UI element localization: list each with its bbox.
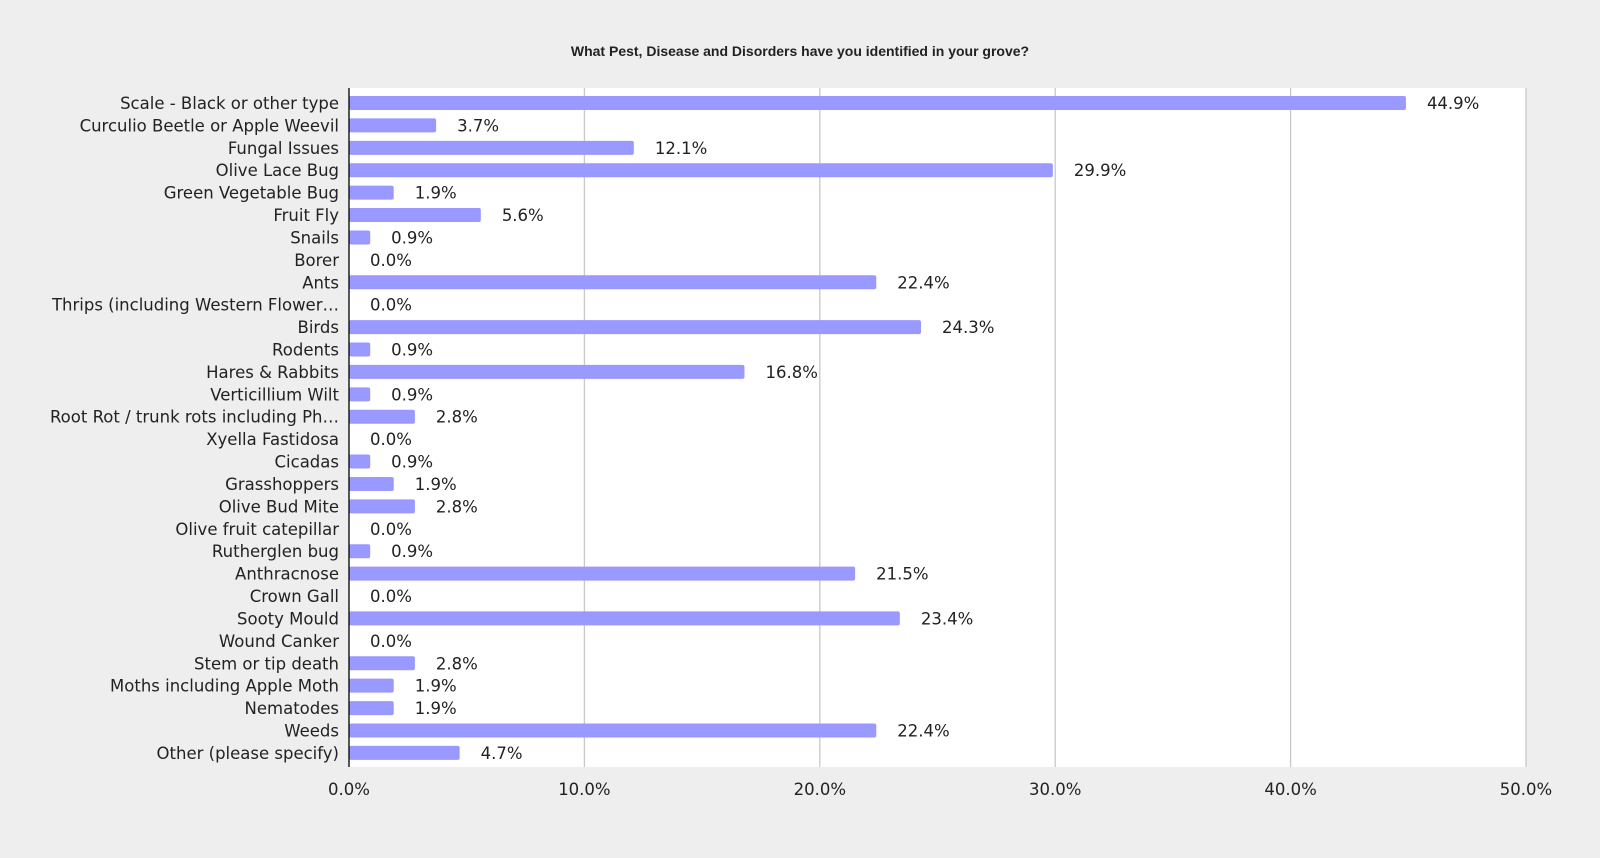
category-label: Hares & Rabbits: [206, 363, 339, 382]
category-label: Borer: [294, 251, 339, 270]
value-label: 1.9%: [415, 475, 457, 494]
value-label: 24.3%: [942, 318, 994, 337]
bar: [349, 364, 745, 379]
value-label: 0.0%: [370, 520, 412, 539]
category-labels: Scale - Black or other type Curculio Beet…: [50, 94, 340, 763]
bar: [349, 275, 877, 290]
category-label: Xyella Fastidosa: [206, 430, 339, 449]
category-label: Fungal Issues: [228, 139, 339, 158]
value-label: 0.0%: [370, 430, 412, 449]
value-label: 0.9%: [391, 542, 433, 561]
value-label: 22.4%: [897, 721, 949, 740]
category-label: Ants: [302, 273, 339, 292]
value-label: 2.8%: [436, 408, 478, 427]
x-tick-label: 40.0%: [1264, 780, 1316, 799]
category-label: Rutherglen bug: [212, 542, 339, 561]
value-label: 0.0%: [370, 587, 412, 606]
bar: [349, 140, 634, 155]
bar: [349, 118, 437, 133]
bar: [349, 678, 394, 693]
bar: [349, 96, 1406, 110]
value-label: 44.9%: [1427, 94, 1479, 113]
category-label: Stem or tip death: [194, 654, 339, 673]
category-label: Anthracnose: [235, 565, 339, 584]
category-label: Olive fruit catepillar: [175, 520, 339, 539]
bar: [349, 544, 371, 559]
x-tick-label: 50.0%: [1500, 780, 1552, 799]
value-label: 0.0%: [370, 632, 412, 651]
x-axis-ticks: 0.0% 10.0% 20.0% 30.0% 40.0% 50.0%: [328, 780, 1552, 799]
bar: [349, 499, 415, 514]
bars: [349, 96, 1406, 760]
value-label: 5.6%: [502, 206, 544, 225]
bar: [349, 701, 394, 716]
value-label: 12.1%: [655, 139, 707, 158]
value-label: 29.9%: [1074, 161, 1126, 180]
value-label: 0.0%: [370, 296, 412, 315]
bar: [349, 230, 371, 245]
category-label: Nematodes: [245, 699, 339, 718]
category-label: Birds: [298, 318, 339, 337]
value-label: 0.9%: [391, 228, 433, 247]
category-label: Fruit Fly: [273, 206, 339, 225]
bar: [349, 342, 371, 357]
category-label: Green Vegetable Bug: [164, 184, 339, 203]
category-label: Rodents: [272, 341, 339, 360]
x-tick-label: 20.0%: [794, 780, 846, 799]
bar: [349, 745, 460, 760]
x-tick-label: 10.0%: [558, 780, 610, 799]
category-label: Curculio Beetle or Apple Weevil: [80, 116, 339, 135]
bar: [349, 409, 415, 424]
bar: [349, 611, 900, 626]
bar: [349, 454, 371, 469]
value-label: 16.8%: [765, 363, 817, 382]
category-label: Weeds: [284, 721, 339, 740]
bar: [349, 320, 922, 335]
value-label: 0.9%: [391, 385, 433, 404]
value-label: 1.9%: [415, 677, 457, 696]
category-label: Olive Lace Bug: [216, 161, 339, 180]
value-labels: 44.9% 3.7% 12.1% 29.9% 1.9% 5.6% 0.9% 0.0% 22.4%…: [370, 94, 1479, 763]
category-label: Moths including Apple Moth: [110, 677, 339, 696]
category-label: Thrips (including Western Flower…: [51, 296, 339, 315]
bar: [349, 185, 394, 200]
category-label: Root Rot / trunk rots including Ph…: [50, 408, 339, 427]
bar: [349, 208, 481, 223]
category-label: Crown Gall: [250, 587, 339, 606]
category-label: Wound Canker: [219, 632, 339, 651]
category-label: Olive Bud Mite: [219, 497, 339, 516]
grid-lines: [583, 88, 1527, 767]
category-label: Other (please specify): [157, 744, 339, 763]
category-label: Sooty Mould: [237, 609, 339, 628]
bar: [349, 723, 877, 738]
category-label: Verticillium Wilt: [210, 385, 339, 404]
plot-area: [349, 88, 1526, 767]
value-label: 4.7%: [481, 744, 523, 763]
bar: [349, 387, 371, 402]
value-label: 0.9%: [391, 453, 433, 472]
chart-title: What Pest, Disease and Disorders have yo…: [571, 43, 1029, 59]
category-label: Cicadas: [275, 453, 339, 472]
category-label: Grasshoppers: [225, 475, 339, 494]
value-label: 23.4%: [921, 609, 973, 628]
bar: [349, 656, 415, 671]
value-label: 0.0%: [370, 251, 412, 270]
value-label: 3.7%: [457, 116, 499, 135]
x-tick-label: 30.0%: [1029, 780, 1081, 799]
value-label: 21.5%: [876, 565, 928, 584]
category-label: Snails: [290, 228, 339, 247]
value-label: 2.8%: [436, 497, 478, 516]
value-label: 2.8%: [436, 654, 478, 673]
bar: [349, 163, 1053, 178]
x-tick-label: 0.0%: [328, 780, 370, 799]
category-label: Scale - Black or other type: [120, 94, 339, 113]
value-label: 1.9%: [415, 184, 457, 203]
value-label: 22.4%: [897, 273, 949, 292]
value-label: 1.9%: [415, 699, 457, 718]
bar: [349, 566, 856, 581]
value-label: 0.9%: [391, 341, 433, 360]
bar: [349, 476, 394, 491]
